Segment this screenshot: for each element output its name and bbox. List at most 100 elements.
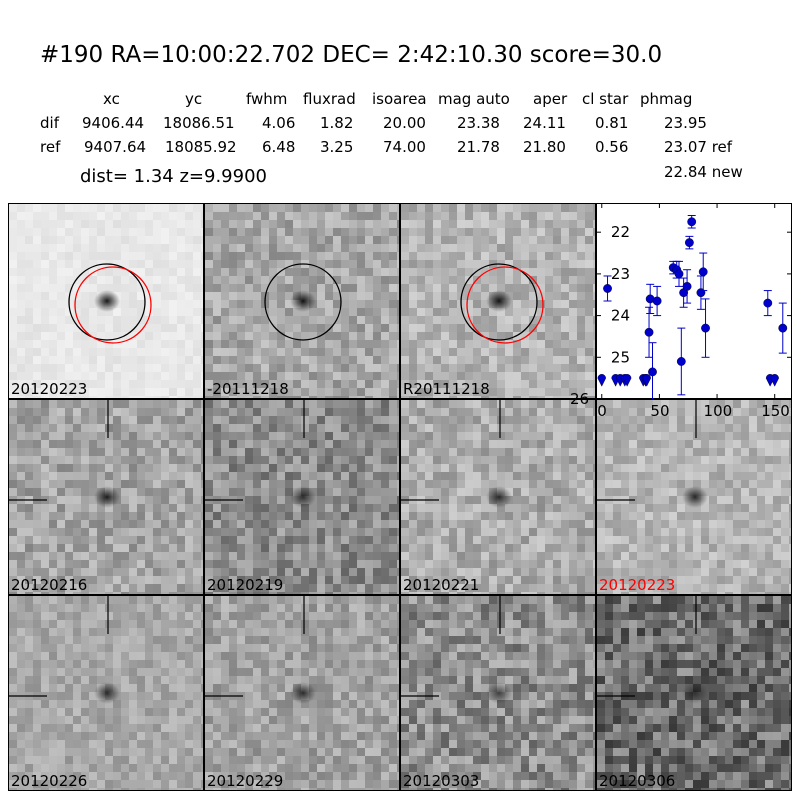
- stamp-image: [205, 204, 399, 398]
- data-point: [644, 306, 654, 358]
- source-blob: [682, 682, 708, 704]
- data-point: [652, 285, 662, 317]
- source-blob: [290, 682, 316, 704]
- source-blob: [682, 486, 708, 508]
- image-stamp-panel: 20120223: [596, 399, 792, 595]
- image-stamp-panel: 20120216: [8, 399, 204, 595]
- stamp-date-label: 20120229: [207, 772, 284, 790]
- source-blob: [290, 486, 316, 508]
- stamp-date-label: 20120221: [403, 576, 480, 594]
- stamp-image: [9, 596, 203, 790]
- row-value: 1.82: [320, 114, 354, 132]
- column-header: mag auto: [438, 90, 510, 108]
- column-header: yc: [185, 90, 203, 108]
- y-tick-label: 25: [611, 348, 630, 366]
- light-curve-svg: 22 23 24 25: [596, 203, 792, 402]
- data-point: [763, 290, 773, 317]
- image-stamp-panel: 20120229: [204, 595, 400, 791]
- stamp-image: [205, 596, 399, 790]
- stamp-image: [9, 400, 203, 594]
- row-value: 21.80: [523, 138, 566, 156]
- aperture-circle: [68, 263, 146, 341]
- image-stamp-panel: -20111218: [204, 203, 400, 399]
- column-header: fluxrad: [303, 90, 356, 108]
- data-point: [597, 374, 606, 387]
- row-label: ref: [40, 138, 61, 156]
- dist-redshift-line: dist= 1.34 z=9.9900: [80, 166, 267, 187]
- stamp-date-label: 20120219: [207, 576, 284, 594]
- x-tick-label: 150: [761, 402, 790, 420]
- stamp-date-label: -20111218: [207, 380, 289, 398]
- source-blob: [486, 290, 512, 312]
- column-header: cl star: [582, 90, 629, 108]
- image-stamp-panel: 20120219: [204, 399, 400, 595]
- image-stamp-panel: 20120303: [400, 595, 596, 791]
- row-label: dif: [40, 114, 59, 132]
- source-blob: [94, 290, 120, 312]
- row-value: 23.95: [664, 114, 707, 132]
- row-value: 6.48: [262, 138, 296, 156]
- data-point: [684, 235, 694, 250]
- phmag-new-value: 22.84 new: [664, 163, 743, 181]
- stamp-image: [401, 204, 595, 398]
- data-point: [701, 298, 710, 358]
- data-point: [645, 283, 655, 315]
- x-tick-label: 50: [650, 402, 670, 420]
- image-stamp-panel: R20111218: [400, 203, 596, 399]
- source-blob: [486, 682, 512, 704]
- image-stamp-panel: 20120221: [400, 399, 596, 595]
- x-tick-label: 0: [597, 402, 607, 420]
- light-curve-chart: 22 23 24 25: [596, 203, 792, 402]
- data-point: [642, 374, 651, 387]
- row-value: 9407.64: [84, 138, 147, 156]
- stamp-image: [9, 204, 203, 398]
- reference-circle: [74, 266, 152, 344]
- row-value: 74.00: [383, 138, 426, 156]
- data-point: [698, 252, 708, 292]
- stamp-date-label: 20120223: [599, 576, 676, 594]
- data-point: [603, 275, 612, 302]
- row-value: 23.07 ref: [664, 138, 733, 156]
- y-tick-label: 26: [570, 390, 590, 408]
- aperture-circle: [460, 263, 538, 341]
- reference-circle: [466, 266, 544, 344]
- row-value: 20.00: [383, 114, 426, 132]
- stamp-date-label: R20111218: [403, 380, 490, 398]
- stamp-date-label: 20120216: [11, 576, 88, 594]
- data-point: [676, 327, 686, 396]
- source-blob: [94, 486, 120, 508]
- row-value: 23.38: [457, 114, 500, 132]
- row-value: 0.81: [595, 114, 629, 132]
- data-point: [622, 374, 632, 387]
- stamp-date-label: 20120223: [11, 380, 88, 398]
- y-tick-label: 22: [611, 223, 630, 241]
- stamp-date-label: 20120306: [599, 772, 676, 790]
- image-stamp-panel: 20120226: [8, 595, 204, 791]
- image-stamp-panel: 20120223: [8, 203, 204, 399]
- stamp-date-label: 20120303: [403, 772, 480, 790]
- source-blob: [94, 682, 120, 704]
- data-point: [770, 374, 779, 387]
- source-blob: [486, 486, 512, 508]
- row-value: 9406.44: [82, 114, 145, 132]
- column-header: aper: [533, 90, 568, 108]
- stamp-image: [401, 596, 595, 790]
- data-point: [778, 302, 788, 354]
- plot-frame: [596, 203, 792, 399]
- y-tick-label: 23: [611, 265, 630, 283]
- candidate-title: #190 RA=10:00:22.702 DEC= 2:42:10.30 sco…: [40, 42, 663, 68]
- column-header: fwhm: [246, 90, 288, 108]
- data-point: [674, 260, 684, 287]
- row-value: 3.25: [320, 138, 354, 156]
- data-point: [687, 215, 697, 229]
- column-header: xc: [103, 90, 120, 108]
- column-header: phmag: [640, 90, 693, 108]
- row-value: 4.06: [262, 114, 296, 132]
- data-point: [648, 342, 657, 402]
- row-value: 24.11: [523, 114, 566, 132]
- stamp-image: [597, 596, 791, 790]
- column-header: isoarea: [372, 90, 427, 108]
- row-value: 0.56: [595, 138, 629, 156]
- y-tick-label: 24: [611, 307, 630, 325]
- stamp-date-label: 20120226: [11, 772, 88, 790]
